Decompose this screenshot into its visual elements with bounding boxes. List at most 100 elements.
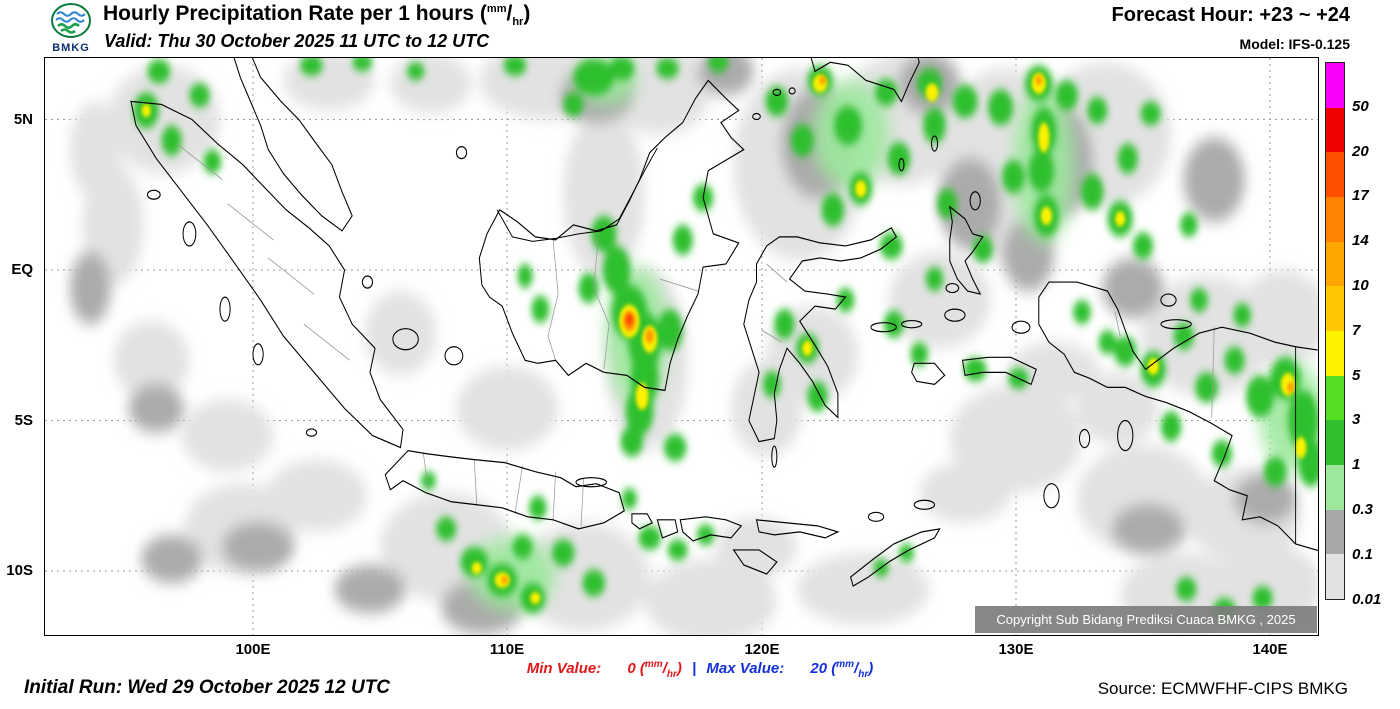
page-title-unit: (mm/hr) <box>479 2 531 29</box>
coast-java <box>384 449 625 530</box>
legend-band <box>1326 152 1344 198</box>
coast-misool <box>1011 320 1031 334</box>
legend-value-01: 0.1 <box>1352 546 1373 563</box>
min-value-unit: (mm/hr) <box>639 659 682 680</box>
lon-tick-120e: 120E <box>744 641 780 658</box>
legend-band <box>1326 241 1344 287</box>
legend-value-50: 50 <box>1352 98 1369 115</box>
legend-value-10: 10 <box>1352 277 1369 294</box>
coast-flores <box>755 519 840 539</box>
coast-lingga <box>361 275 374 289</box>
coast-sulu-1 <box>752 112 761 121</box>
coast-morotai <box>969 191 981 211</box>
min-max-separator: | <box>692 660 697 677</box>
legend-band <box>1326 197 1344 242</box>
coast-tanimbar <box>1043 483 1060 509</box>
coast-mentawai <box>252 343 264 366</box>
legend-band <box>1326 554 1344 600</box>
coast-belitung <box>444 346 464 366</box>
coast-malay-peninsula <box>233 58 353 232</box>
copyright-watermark: Copyright Sub Bidang Prediksi Cuaca BMKG… <box>975 606 1317 633</box>
page-title: Hourly Precipitation Rate per 1 hours (m… <box>103 2 530 28</box>
coast-timor <box>849 528 941 587</box>
coast-sulu-3 <box>788 87 796 95</box>
legend-value-1: 1 <box>1352 456 1361 473</box>
coast-obi <box>944 308 966 322</box>
page-title-text: Hourly Precipitation Rate per 1 hours <box>103 2 480 25</box>
coast-biak <box>1160 293 1177 307</box>
coast-mindanao <box>810 58 920 103</box>
min-value: 0 <box>627 660 636 677</box>
coast-kalimantan <box>478 79 745 392</box>
coast-talaud <box>930 135 939 152</box>
coast-sula <box>900 319 923 329</box>
lat-tick-5s: 5S <box>14 412 33 429</box>
initial-run-label: Initial Run: Wed 29 October 2025 12 UTC <box>24 677 391 698</box>
map-frame: Copyright Sub Bidang Prediksi Cuaca BMKG… <box>44 57 1319 636</box>
coast-kai <box>1078 428 1091 449</box>
coast-aru <box>1117 419 1134 452</box>
lon-tick-130e: 130E <box>998 641 1034 658</box>
coast-natuna <box>455 145 468 160</box>
coast-seram <box>961 356 1037 386</box>
legend-band <box>1326 107 1344 153</box>
bmkg-logo-icon <box>51 3 91 38</box>
legend-band <box>1326 63 1344 108</box>
coast-papua <box>1038 281 1318 552</box>
coast-siberut <box>219 296 231 322</box>
max-value-unit: (mm/hr) <box>831 659 874 680</box>
lon-tick-100e: 100E <box>235 641 271 658</box>
coast-alor <box>867 511 885 522</box>
legend-band <box>1326 509 1344 555</box>
coast-enggano <box>305 428 318 437</box>
lon-tick-140e: 140E <box>1252 641 1288 658</box>
coast-sumbawa <box>679 516 743 542</box>
precipitation-colorbar <box>1325 62 1345 600</box>
legend-value-17: 17 <box>1352 187 1369 204</box>
legend-value-001: 0.01 <box>1352 591 1382 608</box>
coast-lombok <box>656 519 679 539</box>
coast-halmahera <box>949 205 984 295</box>
coast-sumatra <box>130 100 404 449</box>
coast-buru <box>911 362 946 386</box>
coast-simeulue <box>146 189 161 200</box>
admin-boundaries <box>176 143 1215 526</box>
max-value: 20 <box>810 660 828 677</box>
coast-sangihe <box>898 158 905 172</box>
precip-red-layer <box>626 313 633 326</box>
legend-value-20: 20 <box>1352 143 1369 160</box>
bmkg-logo-text: BMKG <box>52 42 90 54</box>
min-value-label: Min Value: <box>526 660 602 677</box>
legend-value-03: 0.3 <box>1352 501 1373 518</box>
legend-band <box>1326 331 1344 376</box>
coastlines <box>130 58 1318 587</box>
lat-tick-5n: 5N <box>13 111 33 128</box>
model-label: Model: IFS-0.125 <box>1239 36 1350 52</box>
valid-time-line: Valid: Thu 30 October 2025 11 UTC to 12 … <box>104 31 490 51</box>
legend-band <box>1326 286 1344 332</box>
coast-bangka <box>392 328 419 351</box>
coast-selayar <box>771 445 778 468</box>
min-max-line: Min Value: 0 (mm/hr) | Max Value: 20 (mm… <box>0 659 1400 680</box>
max-value-label: Max Value: <box>706 660 785 677</box>
lon-tick-110e: 110E <box>489 641 525 658</box>
legend-band <box>1326 420 1344 466</box>
coast-wetar <box>913 499 936 510</box>
legend-value-3: 3 <box>1352 411 1361 428</box>
legend-value-7: 7 <box>1352 322 1361 339</box>
legend-value-14: 14 <box>1352 232 1369 249</box>
coast-sulawesi <box>743 227 898 443</box>
forecast-hour-label: Forecast Hour: +23 ~ +24 <box>1111 4 1350 26</box>
legend-band <box>1326 375 1344 421</box>
lat-tick-10s: 10S <box>6 562 33 579</box>
legend-value-5: 5 <box>1352 367 1361 384</box>
coast-sumba <box>732 549 778 575</box>
legend-band <box>1326 465 1344 510</box>
coast-yapen <box>1160 319 1192 330</box>
lat-tick-eq: EQ <box>11 261 33 278</box>
coast-sulu-2 <box>772 88 782 97</box>
coast-bacan <box>945 282 960 294</box>
coast-bali <box>631 513 654 530</box>
bmkg-logo: BMKG <box>46 3 96 54</box>
